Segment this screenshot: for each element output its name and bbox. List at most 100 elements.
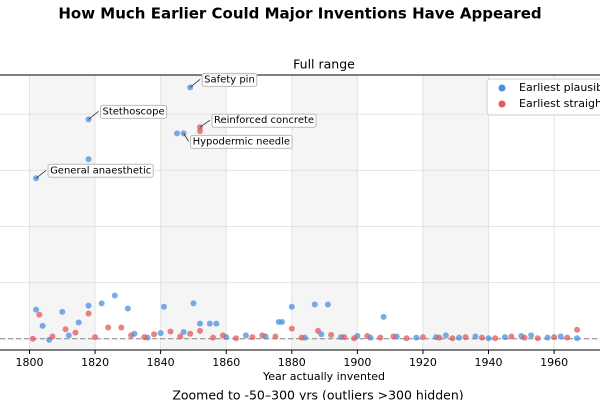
- point: [485, 335, 492, 342]
- point: [324, 301, 331, 308]
- annotation-box: [201, 72, 258, 87]
- point: [180, 329, 187, 336]
- point: [456, 334, 463, 341]
- point: [436, 334, 443, 341]
- point: [288, 303, 295, 310]
- point: [197, 320, 203, 327]
- point: [85, 302, 92, 309]
- annotation-box: [47, 163, 154, 178]
- point: [544, 334, 551, 341]
- point: [315, 327, 322, 334]
- point: [364, 332, 371, 339]
- x-tick-label: 1860: [212, 356, 240, 369]
- point: [85, 310, 92, 317]
- annotation-box: [211, 113, 317, 128]
- point: [160, 303, 167, 310]
- point: [501, 334, 508, 341]
- point: [528, 332, 535, 339]
- figure-title: How Much Earlier Could Major Inventions …: [58, 5, 541, 23]
- x-tick-label: 1940: [475, 356, 503, 369]
- point: [478, 334, 485, 341]
- point: [278, 318, 285, 325]
- point: [259, 332, 266, 339]
- point: [288, 325, 295, 332]
- annotation: Safety pin: [204, 74, 255, 85]
- legend-box: [486, 78, 600, 116]
- point: [213, 320, 220, 327]
- point: [521, 334, 528, 341]
- point: [419, 334, 426, 341]
- annotation-leader: [88, 111, 99, 120]
- annotation-leader: [35, 169, 47, 179]
- point: [242, 332, 249, 339]
- point: [36, 311, 43, 318]
- point: [328, 331, 335, 338]
- point: [206, 320, 213, 327]
- point: [39, 322, 46, 329]
- point: [564, 334, 571, 341]
- point: [33, 306, 40, 313]
- annotation: General anaesthetic: [50, 165, 151, 176]
- point: [233, 335, 240, 342]
- point: [128, 332, 135, 339]
- point: [298, 334, 305, 341]
- point: [111, 292, 118, 299]
- point: [492, 335, 499, 342]
- chart-title: Full range: [293, 57, 355, 72]
- annotation-leader: [199, 119, 211, 128]
- point: [219, 332, 226, 339]
- x-tick-label: 1900: [343, 356, 371, 369]
- point: [72, 329, 79, 336]
- point: [462, 334, 469, 341]
- point: [557, 333, 564, 340]
- point: [124, 305, 131, 312]
- point: [390, 333, 397, 340]
- point: [311, 301, 318, 308]
- point: [92, 334, 99, 341]
- point: [190, 300, 197, 307]
- point: [449, 335, 456, 342]
- point: [442, 332, 449, 339]
- annotation-box: [100, 104, 168, 119]
- point: [62, 326, 69, 333]
- point: [380, 313, 387, 320]
- point: [29, 335, 36, 342]
- point: [49, 333, 56, 340]
- annotation: Reinforced concrete: [214, 115, 314, 126]
- point: [534, 335, 541, 342]
- point: [210, 334, 217, 341]
- point: [167, 328, 174, 335]
- x-tick-label: 1960: [540, 356, 568, 369]
- point: [177, 333, 184, 340]
- point: [377, 334, 384, 341]
- x-tick-label: 1840: [147, 356, 175, 369]
- point: [472, 333, 479, 340]
- point: [174, 130, 181, 137]
- band: [29, 75, 96, 350]
- point: [85, 156, 92, 163]
- legend-label: Earliest plausibl: [519, 81, 600, 94]
- point: [351, 335, 358, 342]
- point: [403, 335, 410, 342]
- legend-marker: [498, 100, 506, 108]
- legend-marker: [498, 84, 506, 92]
- annotation-leader: [189, 79, 201, 88]
- point: [59, 308, 66, 315]
- point: [341, 334, 348, 341]
- point: [272, 333, 279, 340]
- point: [197, 128, 203, 135]
- x-tick-label: 1880: [278, 356, 306, 369]
- x-tick-label: 1920: [409, 356, 437, 369]
- point: [187, 330, 194, 337]
- point: [75, 319, 82, 326]
- annotation-leader: [183, 133, 189, 142]
- x-tick-label: 1820: [81, 356, 109, 369]
- x-tick-label: 1800: [16, 356, 44, 369]
- point: [118, 324, 125, 331]
- point: [141, 334, 148, 341]
- point: [197, 327, 203, 334]
- legend-label: Earliest straight: [519, 97, 600, 110]
- x-axis-label: Year actually invented: [262, 370, 385, 383]
- annotation: Hypodermic needle: [193, 136, 290, 147]
